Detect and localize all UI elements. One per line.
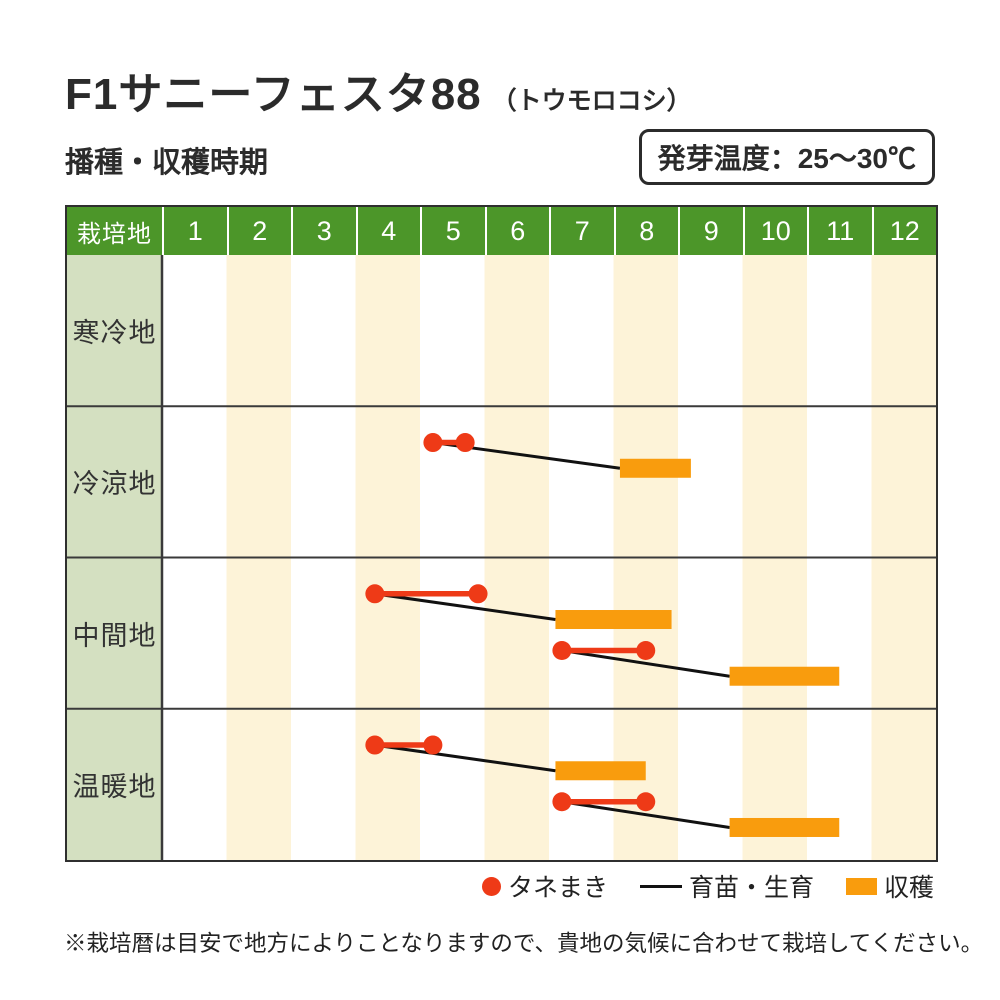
sowing-end-dot [468, 584, 488, 604]
legend-item: タネまき [481, 868, 608, 904]
germination-temperature-label: 発芽温度：25～30℃ [657, 143, 916, 174]
section-heading: 播種・収穫時期 [65, 147, 269, 179]
chart-legend: タネまき 育苗・生育 収穫 [65, 868, 934, 904]
month-header-cell: 7 [549, 207, 614, 255]
legend-item-label: 育苗・生育 [688, 874, 814, 902]
month-header-cell: 9 [678, 207, 743, 255]
growth-line [561, 800, 730, 829]
month-header-cell: 4 [355, 207, 421, 255]
legend-item: 育苗・生育 [639, 868, 814, 904]
legend-growth-line-icon [639, 884, 682, 888]
sowing-start-dot [365, 584, 385, 604]
legend-harvest-bar-icon [845, 877, 877, 895]
germination-temperature-box: 発芽温度：25～30℃ [638, 129, 935, 185]
harvest-bar [729, 666, 840, 686]
growth-line [561, 649, 730, 678]
month-header-cell: 2 [226, 207, 292, 255]
harvest-bar [555, 610, 672, 630]
month-header-cell: 10 [742, 207, 808, 255]
legend-item-label: 収穫 [883, 874, 934, 902]
month-header-cell: 1 [162, 207, 227, 255]
growth-line [374, 592, 556, 621]
harvest-bar [729, 817, 840, 837]
sowing-start-dot [552, 792, 572, 812]
month-header-cell: 5 [420, 207, 485, 255]
sowing-end-dot [423, 735, 443, 755]
region-row-label: 中間地 [72, 620, 157, 651]
month-header-cell: 6 [484, 207, 550, 255]
growth-line [374, 743, 556, 773]
month-header-cell: 8 [613, 207, 679, 255]
region-row-label: 寒冷地 [72, 318, 157, 349]
calendar-chart-canvas [67, 255, 936, 860]
variety-note: （トウモロコシ） [491, 87, 692, 115]
region-column-header: 栽培地 [77, 220, 152, 248]
planting-calendar-table: 栽培地 1 2 3 4 5 6 7 8 9 10 11 12 寒冷地 冷涼地 中間地 温暖地 [65, 205, 938, 862]
legend-item-label: タネまき [507, 874, 608, 902]
region-row-label: 冷涼地 [72, 469, 157, 500]
month-header-cell: 3 [291, 207, 356, 255]
calendar-header: 栽培地 1 2 3 4 5 6 7 8 9 10 11 12 [67, 207, 936, 255]
calendar-body: 寒冷地冷涼地中間地温暖地 [67, 255, 936, 860]
month-header-cell: 12 [871, 207, 937, 255]
sowing-start-dot [552, 641, 572, 661]
legend-sowing-dot-icon [481, 876, 501, 896]
harvest-bar [619, 458, 691, 478]
sowing-end-dot [455, 433, 475, 453]
region-row-label: 温暖地 [72, 771, 157, 802]
sowing-end-dot [636, 641, 656, 661]
page-title: F1サニーフェスタ88 （トウモロコシ） [65, 58, 692, 122]
month-header-cell: 11 [807, 207, 872, 255]
footnote-text: ※栽培暦は目安で地方によりことなりますので、貴地の気候に合わせて栽培してください… [64, 931, 984, 956]
sowing-end-dot [636, 792, 656, 812]
legend-item: 収穫 [845, 868, 934, 904]
sowing-start-dot [423, 433, 443, 453]
sowing-start-dot [365, 735, 385, 755]
variety-name: F1サニーフェスタ88 [65, 70, 482, 119]
harvest-bar [555, 761, 646, 781]
